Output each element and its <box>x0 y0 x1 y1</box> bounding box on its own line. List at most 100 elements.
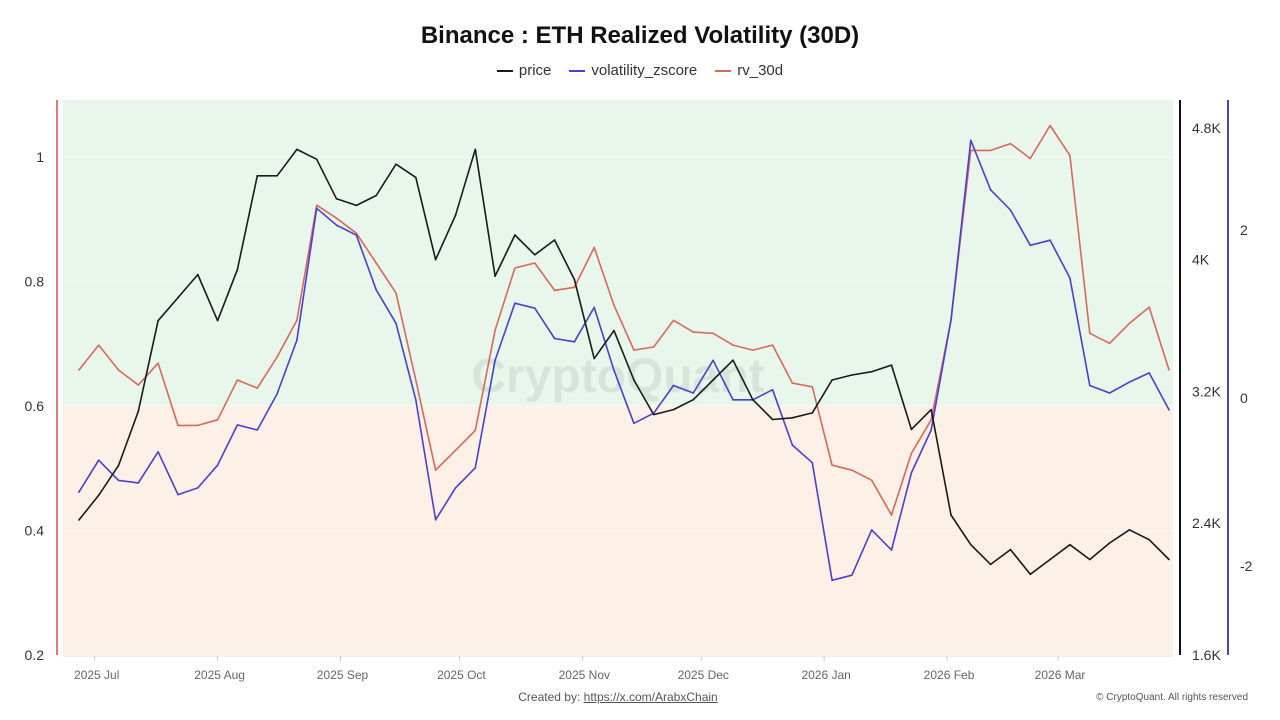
data-point-price <box>1108 542 1111 544</box>
data-point-rv_30d <box>514 267 516 269</box>
data-point-rv_30d <box>811 386 814 388</box>
data-point-price <box>1168 558 1170 561</box>
data-point-volatility_zscore <box>791 444 794 446</box>
data-point-volatility_zscore <box>1128 381 1131 383</box>
data-point-volatility_zscore <box>1069 277 1071 279</box>
data-point-price <box>712 379 714 381</box>
data-point-rv_30d <box>692 331 695 333</box>
data-point-volatility_zscore <box>315 207 318 210</box>
data-point-price <box>256 174 259 177</box>
zscore-tick-label: 0 <box>1240 390 1248 406</box>
legend-label: volatility_zscore <box>591 62 698 79</box>
data-point-volatility_zscore <box>811 461 814 464</box>
data-point-price <box>791 417 794 419</box>
data-point-rv_30d <box>375 262 377 264</box>
legend-item-rv-30d[interactable]: rv_30d <box>715 62 783 79</box>
data-point-volatility_zscore <box>335 224 338 226</box>
legend-label: price <box>518 62 552 79</box>
data-point-price <box>276 174 278 177</box>
legend-label: rv_30d <box>737 62 784 79</box>
data-point-price <box>434 258 437 261</box>
data-point-price <box>533 254 536 256</box>
data-point-rv_30d <box>474 429 477 432</box>
data-point-price <box>375 194 377 197</box>
data-point-price <box>474 148 477 151</box>
created-by-label: Created by: <box>518 690 581 704</box>
data-point-volatility_zscore <box>533 307 536 310</box>
data-point-price <box>831 379 833 381</box>
x-tick-label: 2025 Sep <box>317 668 369 682</box>
data-point-rv_30d <box>1088 332 1091 335</box>
data-point-price <box>751 398 754 401</box>
data-point-volatility_zscore <box>970 139 972 142</box>
data-point-volatility_zscore <box>494 359 496 362</box>
data-point-rv_30d <box>573 286 576 289</box>
data-point-volatility_zscore <box>415 398 417 401</box>
data-point-price <box>970 543 972 546</box>
data-point-rv_30d <box>593 246 596 249</box>
data-point-volatility_zscore <box>1168 409 1170 411</box>
data-point-rv_30d <box>315 204 318 206</box>
zscore-tick-label: 2 <box>1240 222 1248 238</box>
data-point-rv_30d <box>1108 342 1111 345</box>
x-tick-label: 2025 Dec <box>678 668 729 682</box>
data-point-rv_30d <box>276 356 278 358</box>
data-point-price <box>78 519 80 521</box>
data-point-volatility_zscore <box>593 306 596 309</box>
data-point-price <box>1128 529 1131 531</box>
data-point-rv_30d <box>553 289 556 292</box>
data-point-volatility_zscore <box>633 422 635 425</box>
legend-item-price[interactable]: price <box>496 62 552 79</box>
data-point-volatility_zscore <box>831 579 833 582</box>
series-line-rv_30d <box>78 124 1170 516</box>
data-point-volatility_zscore <box>553 337 556 340</box>
data-point-price <box>771 418 774 421</box>
data-point-rv_30d <box>851 469 853 472</box>
legend-swatch-price <box>496 69 513 72</box>
x-tick-label: 2025 Aug <box>194 668 245 682</box>
data-point-rv_30d <box>831 464 833 467</box>
rv-tick-label: 0.2 <box>25 647 45 663</box>
created-by-link[interactable]: https://x.com/ArabxChain <box>583 690 718 704</box>
data-point-rv_30d <box>791 382 794 384</box>
data-point-rv_30d <box>890 514 893 516</box>
data-point-volatility_zscore <box>97 459 100 462</box>
data-point-price <box>890 364 893 366</box>
data-point-volatility_zscore <box>1029 244 1032 247</box>
data-point-rv_30d <box>870 479 873 481</box>
data-point-price <box>1088 558 1091 561</box>
data-point-price <box>177 296 179 299</box>
data-point-rv_30d <box>712 332 714 335</box>
data-point-rv_30d <box>771 344 774 346</box>
data-point-rv_30d <box>732 344 734 346</box>
price-tick-label: 4.8K <box>1192 120 1221 136</box>
rv-tick-label: 0.6 <box>25 398 45 414</box>
series-line-volatility_zscore <box>78 139 1170 582</box>
data-point-volatility_zscore <box>157 451 159 453</box>
data-point-price <box>851 374 853 376</box>
data-point-volatility_zscore <box>296 339 298 341</box>
rv-tick-label: 0.4 <box>25 523 45 539</box>
data-point-rv_30d <box>137 384 140 386</box>
data-point-price <box>1009 548 1012 551</box>
data-point-rv_30d <box>989 149 992 152</box>
data-point-volatility_zscore <box>989 189 992 191</box>
data-point-volatility_zscore <box>177 493 179 496</box>
data-point-price <box>633 379 635 381</box>
data-point-volatility_zscore <box>355 234 358 236</box>
data-point-volatility_zscore <box>732 398 734 401</box>
data-point-rv_30d <box>78 369 80 371</box>
data-point-price <box>613 329 615 332</box>
x-tick-label: 2025 Jul <box>74 668 119 682</box>
data-point-rv_30d <box>533 262 536 264</box>
data-point-price <box>236 268 239 271</box>
data-point-volatility_zscore <box>672 384 675 387</box>
data-point-price <box>989 563 992 566</box>
data-point-rv_30d <box>216 419 219 421</box>
data-point-rv_30d <box>236 379 239 381</box>
x-tick-label: 2026 Mar <box>1035 668 1086 682</box>
legend-item-volatility-zscore[interactable]: volatility_zscore <box>569 62 697 79</box>
data-point-volatility_zscore <box>1108 392 1111 394</box>
data-point-rv_30d <box>415 379 417 381</box>
data-point-volatility_zscore <box>692 392 695 394</box>
